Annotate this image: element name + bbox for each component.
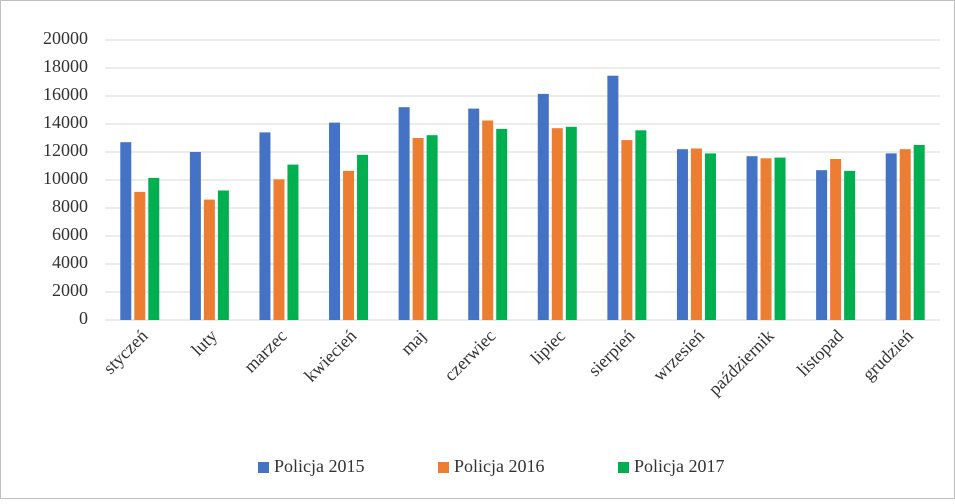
legend-swatch: [258, 462, 269, 473]
y-tick-label: 4000: [52, 252, 88, 272]
bar: [537, 93, 549, 321]
bar: [899, 149, 911, 320]
bar: [830, 159, 842, 320]
y-tick-label: 2000: [52, 280, 88, 300]
bar: [913, 145, 925, 320]
bar: [496, 128, 508, 320]
y-tick-label: 18000: [43, 56, 88, 76]
legend-label: Policja 2017: [634, 456, 725, 476]
y-tick-label: 12000: [43, 140, 88, 160]
bar: [468, 108, 480, 320]
legend-label: Policja 2016: [454, 456, 545, 476]
bar: [676, 149, 688, 320]
bar: [621, 140, 633, 320]
y-tick-label: 0: [79, 308, 88, 328]
bar: [844, 170, 856, 320]
bar: [565, 126, 577, 320]
bar: [690, 148, 702, 320]
bar: [357, 154, 369, 320]
bar: [885, 153, 897, 320]
bar: [189, 152, 201, 320]
legend-swatch: [618, 462, 629, 473]
bar: [329, 122, 341, 320]
bar: [134, 191, 146, 320]
bar: [203, 199, 215, 320]
bar: [746, 156, 758, 320]
bar: [426, 135, 438, 320]
bar: [412, 138, 424, 320]
bar: [482, 120, 494, 320]
bar: [259, 132, 271, 320]
bar: [343, 170, 355, 320]
bar: [148, 177, 160, 320]
legend-swatch: [438, 462, 449, 473]
y-tick-label: 10000: [43, 168, 88, 188]
bar: [635, 130, 647, 320]
bar: [273, 179, 285, 320]
y-tick-label: 6000: [52, 224, 88, 244]
bar: [704, 153, 716, 320]
bar: [398, 107, 410, 320]
y-tick-label: 16000: [43, 84, 88, 104]
bar: [774, 157, 786, 320]
bar: [760, 158, 772, 320]
bar: [217, 190, 229, 320]
y-tick-label: 14000: [43, 112, 88, 132]
legend-label: Policja 2015: [274, 456, 365, 476]
bar: [551, 128, 563, 320]
y-tick-label: 20000: [43, 28, 88, 48]
y-tick-label: 8000: [52, 196, 88, 216]
bar: [607, 75, 619, 320]
bar: [287, 164, 299, 320]
bar: [816, 170, 828, 320]
bar: [120, 142, 132, 320]
